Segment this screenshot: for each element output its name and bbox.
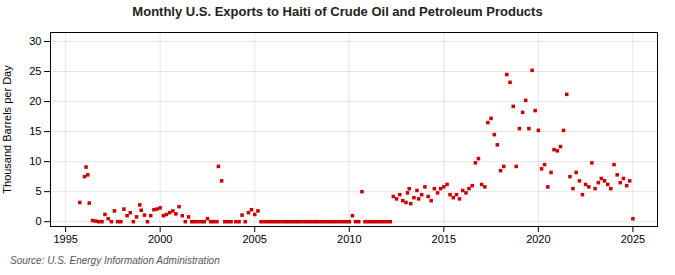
svg-text:5: 5 <box>35 185 41 197</box>
svg-text:2010: 2010 <box>337 233 361 245</box>
svg-text:1995: 1995 <box>53 233 77 245</box>
svg-text:15: 15 <box>29 125 41 137</box>
html-text:Monthly U.S. Exports to Haiti: Monthly U.S. Exports to Haiti of Crude O… <box>132 4 543 19</box>
svg-text:2020: 2020 <box>526 233 550 245</box>
svg-text:Thousand Barrels per Day: Thousand Barrels per Day <box>1 65 13 194</box>
svg-text:10: 10 <box>29 155 41 167</box>
svg-text:30: 30 <box>29 35 41 47</box>
svg-text:2005: 2005 <box>242 233 266 245</box>
svg-text:2025: 2025 <box>621 233 645 245</box>
svg-text:0: 0 <box>35 215 41 227</box>
svg-text:2015: 2015 <box>432 233 456 245</box>
html-text:Source: U.S. Energy Informatio: Source: U.S. Energy Information Administ… <box>10 255 220 266</box>
svg-text:2000: 2000 <box>148 233 172 245</box>
svg-text:25: 25 <box>29 65 41 77</box>
svg-text:20: 20 <box>29 95 41 107</box>
